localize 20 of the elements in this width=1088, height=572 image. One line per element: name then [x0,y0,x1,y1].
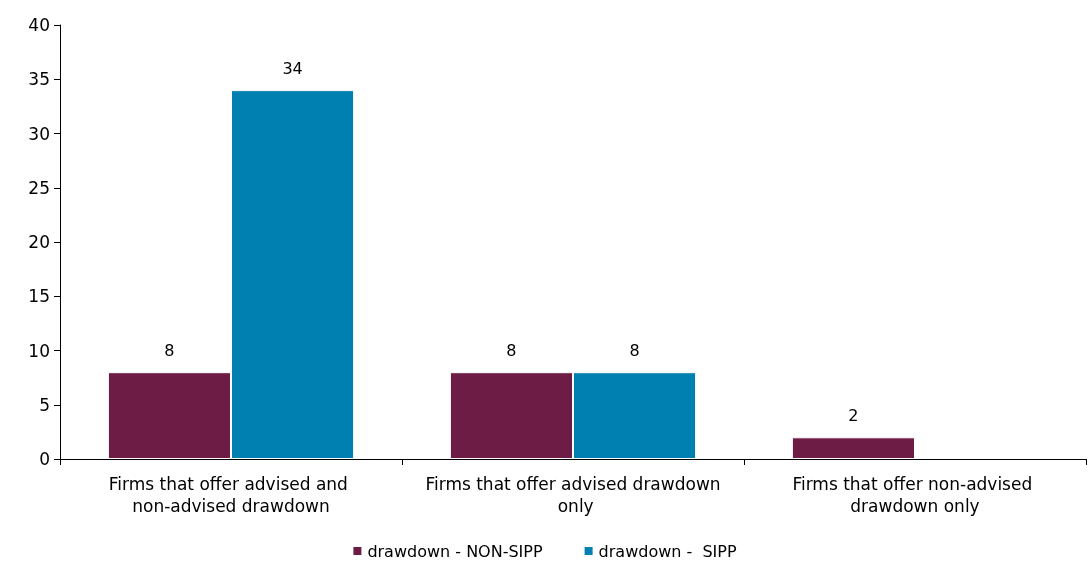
y-tick-label: 35 [28,69,50,90]
bar [791,437,915,459]
data-label: 8 [164,340,175,360]
data-label: 8 [629,340,640,360]
y-tick-label: 25 [28,177,50,198]
legend-label: drawdown - NON-SIPP [367,541,543,561]
x-tick-label: Firms that offer advised and non-advised drawdown [108,474,354,516]
data-label: 34 [282,58,303,78]
y-tick-label: 10 [28,340,50,361]
x-tick-label: Firms that offer advised drawdown only [425,474,721,516]
y-tick-label: 20 [28,232,50,252]
data-label: 8 [506,340,517,360]
y-tick-label: 15 [28,286,50,307]
y-tick-label: 30 [28,123,50,144]
y-tick-label: 40 [28,15,50,35]
x-tick-label: Firms that offer non-advised drawdown only [792,474,1038,516]
y-tick-label: 5 [39,394,50,415]
data-label: 2 [848,405,859,425]
legend-label: drawdown - SIPP [598,541,737,561]
y-tick-label: 0 [39,449,50,469]
